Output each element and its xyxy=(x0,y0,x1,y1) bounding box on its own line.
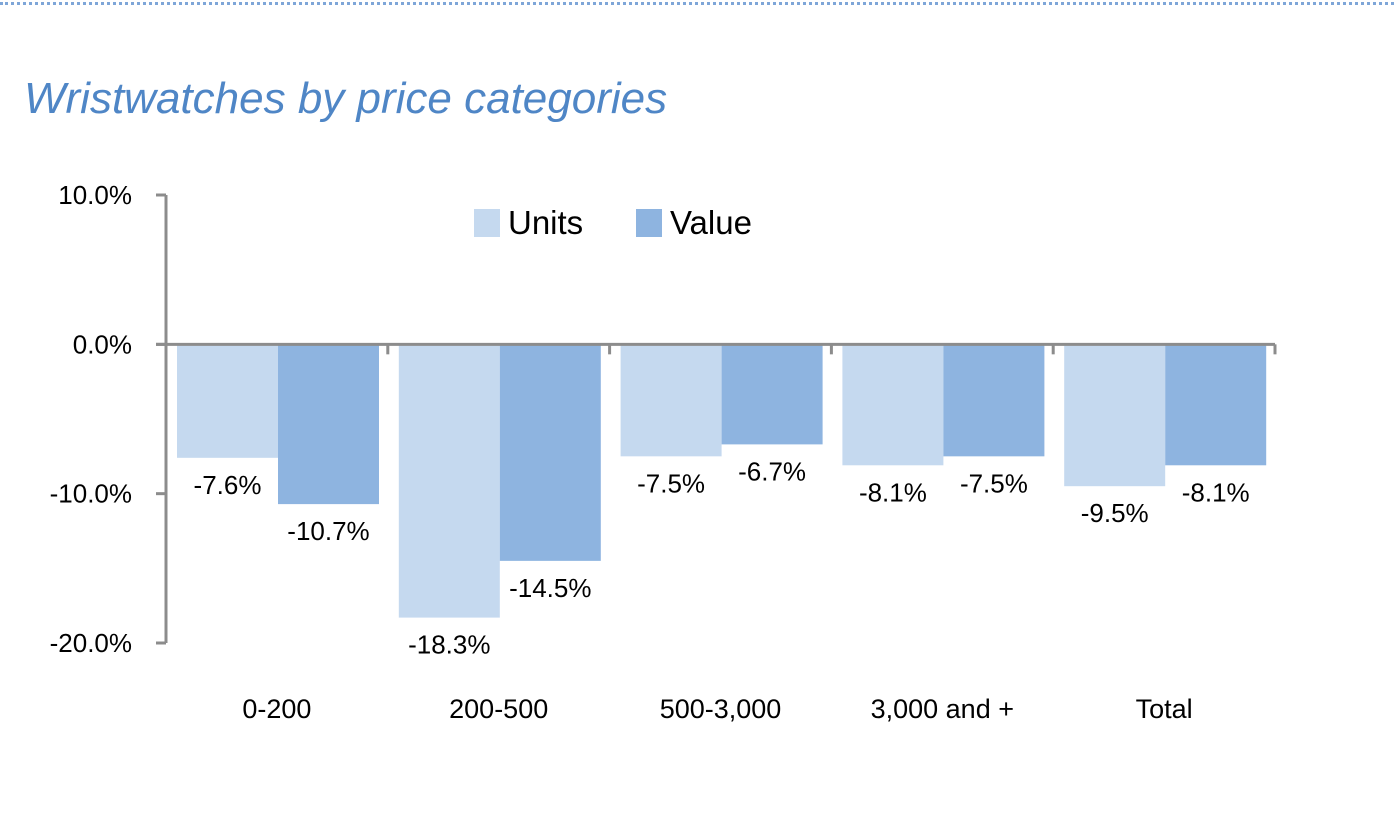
legend-swatch-units xyxy=(474,209,500,237)
data-label: -7.6% xyxy=(194,470,262,500)
data-label: -9.5% xyxy=(1081,498,1149,528)
bar-value xyxy=(499,344,601,561)
bar-value xyxy=(721,344,823,445)
chart-title: Wristwatches by price categories xyxy=(24,74,668,123)
x-tick-label: 200-500 xyxy=(449,694,548,724)
y-tick-label: -10.0% xyxy=(50,479,132,509)
x-tick-label: 0-200 xyxy=(242,694,311,724)
x-tick-label: 3,000 and + xyxy=(871,694,1014,724)
data-label: -14.5% xyxy=(509,573,591,603)
legend-swatch-value xyxy=(636,209,662,237)
data-label: -6.7% xyxy=(738,456,806,486)
data-label: -7.5% xyxy=(637,468,705,498)
bar-units xyxy=(842,344,944,466)
bar-units xyxy=(1064,344,1166,487)
data-label: -18.3% xyxy=(408,630,490,660)
y-tick-label: 0.0% xyxy=(73,329,132,359)
bar-units xyxy=(398,344,500,618)
legend-label: Value xyxy=(670,204,752,241)
dotted-divider xyxy=(0,2,1394,5)
bar-units xyxy=(177,344,278,458)
legend-label: Units xyxy=(508,204,583,241)
bar-value xyxy=(1165,344,1267,466)
data-label: -8.1% xyxy=(1182,477,1250,507)
data-label: -8.1% xyxy=(859,477,927,507)
bar-value xyxy=(278,344,379,505)
bar-units xyxy=(620,344,722,457)
y-tick-label: 10.0% xyxy=(58,180,132,210)
data-label: -7.5% xyxy=(960,468,1028,498)
data-label: -10.7% xyxy=(287,516,369,546)
bar-value xyxy=(943,344,1045,457)
x-tick-label: 500-3,000 xyxy=(660,694,782,724)
y-tick-label: -20.0% xyxy=(50,628,132,658)
x-tick-label: Total xyxy=(1136,694,1193,724)
